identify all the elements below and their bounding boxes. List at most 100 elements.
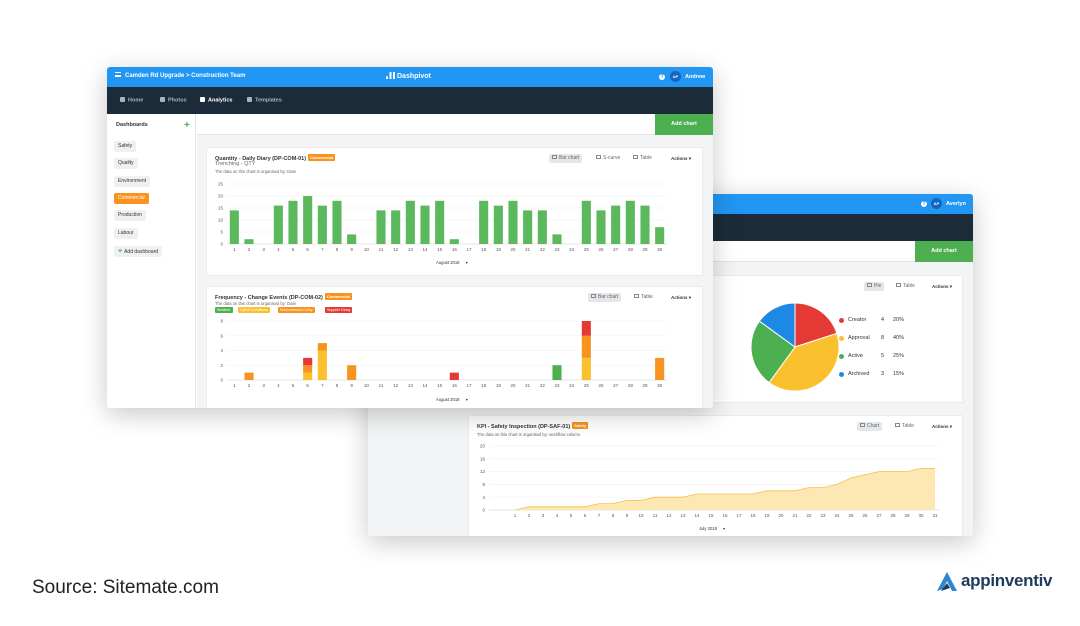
category-tag: Commercial — [324, 293, 352, 300]
y-tick-label: 20 — [480, 444, 486, 449]
logo-text: appinventiv — [961, 571, 1053, 590]
add-dashboard-plus-icon[interactable]: + — [184, 120, 190, 131]
card-note: The data on this chart is organised by: … — [477, 432, 581, 437]
pie-chart — [750, 302, 840, 392]
pie-view-label: Pie — [874, 283, 882, 289]
actions-dropdown[interactable]: Actions — [671, 295, 691, 301]
s-curve-view-button[interactable]: S-curve — [593, 154, 623, 163]
bar — [625, 200, 635, 244]
actions-dropdown[interactable]: Actions — [932, 284, 952, 290]
bar — [655, 357, 665, 380]
add-chart-button[interactable]: Add chart — [655, 114, 713, 135]
bar — [479, 200, 489, 244]
card-title: KPI - Safety Inspection (DP-SAF-01) Safet… — [477, 422, 589, 430]
x-tick-label: 15 — [437, 383, 443, 388]
legend-count: 8 — [881, 335, 885, 341]
nav-photos[interactable]: Photos — [160, 97, 187, 104]
bar — [596, 210, 606, 244]
table-view-button[interactable]: Table — [631, 293, 656, 302]
card-title-text: Frequency - Change Events (DP-COM-02) — [215, 295, 323, 301]
bar — [303, 365, 313, 373]
table-view-button[interactable]: Table — [630, 154, 655, 163]
bar — [508, 200, 518, 244]
x-tick-label: 26 — [598, 383, 604, 388]
category-tag: Safety — [572, 422, 589, 429]
x-tick-label: 20 — [510, 247, 516, 252]
x-tick-label: 21 — [525, 247, 531, 252]
bar-chart-view-label: Bar chart — [598, 294, 619, 300]
pie-slice-approval — [768, 332, 840, 392]
sidebar-item-quality[interactable]: Quality — [114, 158, 138, 170]
table-view-label: Table — [902, 423, 914, 429]
bar — [229, 210, 239, 244]
actions-dropdown[interactable]: Actions — [671, 156, 691, 162]
legend-percent: 25% — [893, 353, 905, 359]
x-tick-label: 24 — [569, 247, 575, 252]
help-icon[interactable]: ? — [921, 201, 927, 207]
nav-analytics[interactable]: Analytics — [200, 97, 232, 104]
nav-home[interactable]: Home — [120, 97, 143, 104]
card-title: Frequency - Change Events (DP-COM-02) Com… — [215, 293, 352, 301]
chart-view-button[interactable]: Chart — [857, 422, 883, 431]
pie-view-button[interactable]: Pie — [864, 282, 885, 291]
x-tick-label: 8 — [336, 383, 339, 388]
plus-icon: + — [118, 248, 123, 255]
x-tick-label: 13 — [408, 383, 414, 388]
sidebar-item-production[interactable]: Production — [114, 210, 146, 222]
bar — [493, 205, 503, 244]
frequency-chart-card: Frequency - Change Events (DP-COM-02) Com… — [206, 286, 703, 408]
bar — [405, 200, 415, 244]
sidebar-item-safety[interactable]: Safety — [114, 141, 137, 152]
x-tick-label: 29 — [642, 247, 648, 252]
sidebar-item-commercial[interactable]: Commercial — [114, 192, 149, 204]
bar-chart-view-button[interactable]: Bar chart — [549, 154, 583, 163]
legend-latent-conditions: Latent Conditions — [238, 307, 270, 313]
add-chart-button[interactable]: Add chart — [915, 241, 973, 262]
x-tick-label: 29 — [904, 513, 910, 518]
month-selector[interactable]: August 2018 — [436, 260, 468, 265]
nav-templates[interactable]: Templates — [247, 97, 282, 104]
x-tick-label: 1 — [514, 513, 517, 518]
actions-dropdown[interactable]: Actions — [932, 424, 952, 430]
bar-chart-view-label: Bar chart — [559, 155, 580, 161]
x-tick-label: 18 — [481, 247, 487, 252]
month-selector[interactable]: August 2018 — [436, 397, 468, 402]
x-tick-label: 9 — [350, 247, 353, 252]
x-tick-label: 19 — [496, 247, 502, 252]
x-tick-label: 10 — [364, 383, 370, 388]
bar-chart-view-button[interactable]: Bar chart — [588, 293, 622, 302]
sidebar-item-labour[interactable]: Labour — [114, 227, 138, 239]
avatar[interactable]: AP — [931, 198, 942, 209]
y-tick-label: 12 — [480, 469, 486, 474]
x-tick-label: 10 — [364, 247, 370, 252]
table-view-button[interactable]: Table — [892, 422, 917, 431]
add-dashboard-button[interactable]: + Add dashboard — [114, 246, 163, 257]
menu-icon[interactable] — [115, 72, 121, 77]
x-tick-label: 12 — [666, 513, 672, 518]
x-tick-label: 20 — [778, 513, 784, 518]
month-selector[interactable]: July 2018 — [699, 526, 725, 531]
legend-name: Archived — [848, 371, 870, 377]
x-tick-label: 23 — [820, 513, 826, 518]
user-name[interactable]: Averlyn — [946, 201, 966, 207]
x-tick-label: 25 — [584, 383, 590, 388]
x-tick-label: 5 — [570, 513, 573, 518]
x-tick-label: 2 — [248, 383, 251, 388]
avatar[interactable]: AP — [670, 71, 681, 82]
bar — [449, 372, 459, 380]
x-tick-label: 21 — [525, 383, 531, 388]
bar — [420, 205, 430, 244]
x-tick-label: 11 — [379, 247, 384, 252]
table-view-button[interactable]: Table — [893, 282, 918, 291]
help-icon[interactable]: ? — [659, 74, 665, 80]
user-name[interactable]: Andrew — [685, 74, 706, 80]
bar — [537, 210, 547, 244]
sidebar-item-environment[interactable]: Environment — [114, 175, 151, 187]
x-tick-label: 12 — [393, 247, 399, 252]
x-tick-label: 9 — [350, 383, 353, 388]
bar — [288, 200, 298, 244]
breadcrumb[interactable]: Camden Rd Upgrade > Construction Team — [125, 73, 246, 79]
x-tick-label: 27 — [613, 247, 619, 252]
